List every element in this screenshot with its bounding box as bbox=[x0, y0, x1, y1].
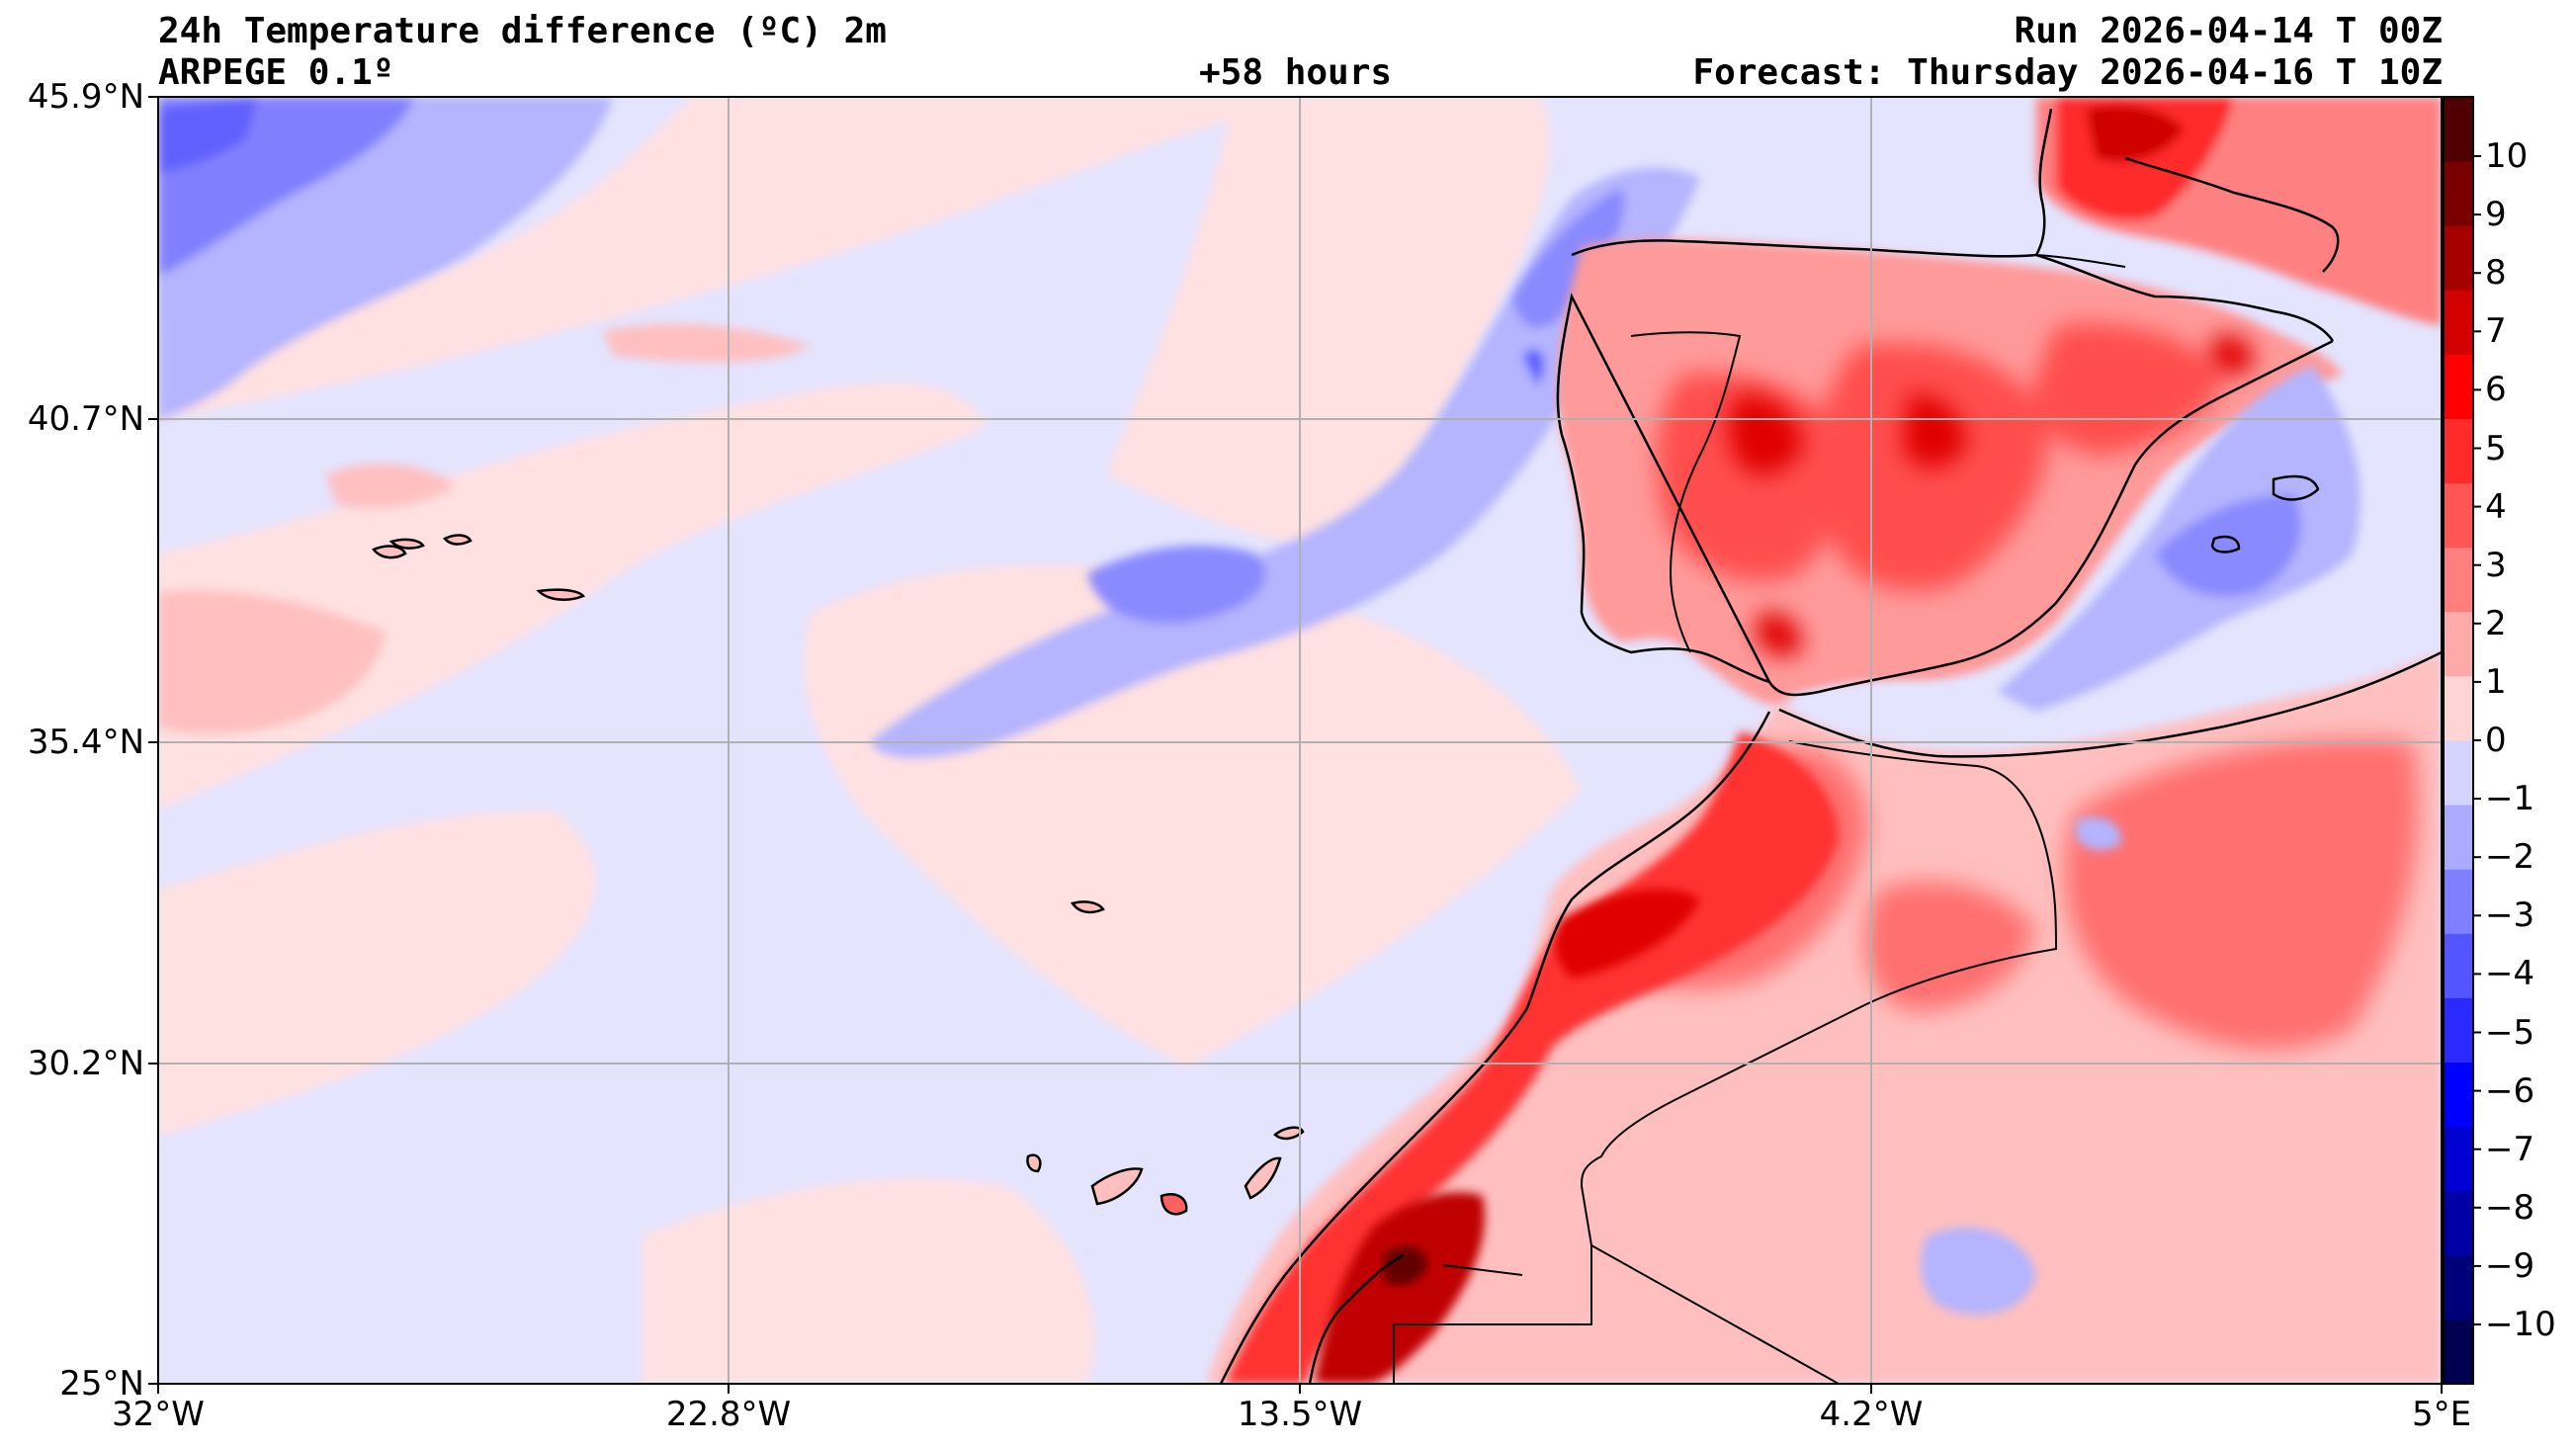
island-canary-4 bbox=[1244, 1156, 1282, 1200]
colorbar-segment bbox=[2444, 1254, 2473, 1320]
colorbar-frame bbox=[2443, 96, 2474, 1385]
lon-label-4-2w: 4.2°W bbox=[1819, 1395, 1924, 1434]
colorbar-segment bbox=[2444, 161, 2473, 226]
colorbar-label: −4 bbox=[2485, 954, 2535, 994]
colorbar-segment bbox=[2444, 869, 2473, 934]
heat-france bbox=[2036, 97, 2442, 326]
colorbar-segment bbox=[2444, 290, 2473, 355]
colorbar-segment bbox=[2444, 418, 2473, 484]
island-canary-1 bbox=[1026, 1153, 1042, 1173]
colorbar-label: −10 bbox=[2485, 1305, 2556, 1344]
colorbar-label: 1 bbox=[2485, 661, 2507, 702]
colorbar-label: 0 bbox=[2485, 721, 2507, 760]
axis-ticks bbox=[148, 96, 2443, 1394]
colorbar-segment bbox=[2444, 997, 2473, 1063]
lon-label-5e: 5°E bbox=[2411, 1395, 2472, 1434]
colorbar-segment bbox=[2444, 1126, 2473, 1192]
colorbar-segment bbox=[2444, 933, 2473, 998]
heat-iberia bbox=[1557, 238, 2343, 707]
island-canary-2 bbox=[1090, 1167, 1144, 1206]
colorbar-segment bbox=[2444, 675, 2473, 741]
colorbar-label: 6 bbox=[2485, 370, 2507, 410]
colorbar-label: 5 bbox=[2485, 428, 2507, 468]
colorbar-label: 3 bbox=[2485, 545, 2507, 585]
colorbar-label: 4 bbox=[2485, 486, 2507, 527]
colorbar-segment bbox=[2444, 1190, 2473, 1256]
colorbar-label: 10 bbox=[2485, 136, 2529, 176]
lon-label-13-5w: 13.5°W bbox=[1237, 1395, 1363, 1434]
lat-label-40-7n: 40.7°N bbox=[27, 399, 144, 439]
lat-label-25n: 25°N bbox=[59, 1364, 144, 1404]
island-azores-3 bbox=[443, 534, 472, 546]
heat-north-africa bbox=[1206, 652, 2442, 1384]
country-borders bbox=[1393, 254, 2126, 1384]
colorbar-label: −2 bbox=[2485, 837, 2535, 878]
colorbar-segment bbox=[2444, 482, 2473, 549]
colorbar-label: 2 bbox=[2485, 603, 2507, 643]
model-name: ARPEGE 0.1º bbox=[158, 52, 394, 93]
colorbar-segment bbox=[2444, 225, 2473, 291]
island-canary-5 bbox=[1273, 1126, 1305, 1141]
colorbar-label: −7 bbox=[2485, 1129, 2535, 1169]
colorbar-label: −5 bbox=[2485, 1012, 2535, 1053]
lead-time: +58 hours bbox=[1199, 52, 1393, 93]
colorbar-segment bbox=[2444, 805, 2473, 870]
colorbar-segment bbox=[2444, 547, 2473, 613]
colorbar-label: −3 bbox=[2485, 895, 2535, 936]
colorbar-segment bbox=[2444, 1062, 2473, 1128]
run-time: Run 2026-04-14 T 00Z bbox=[2014, 11, 2443, 51]
forecast-time: Forecast: Thursday 2026-04-16 T 10Z bbox=[1692, 52, 2443, 93]
colorbar-label: −9 bbox=[2485, 1245, 2535, 1286]
cold-anomaly-mediterranean bbox=[1789, 366, 2361, 732]
colorbar-label: 7 bbox=[2485, 311, 2507, 352]
colorbar-segment bbox=[2444, 740, 2473, 806]
colorbar-label: −8 bbox=[2485, 1187, 2535, 1228]
island-azores-4 bbox=[536, 588, 586, 601]
chart-title: 24h Temperature difference (ºC) 2m bbox=[158, 11, 887, 51]
colorbar-label: −6 bbox=[2485, 1070, 2535, 1111]
colorbar-segment bbox=[2444, 611, 2473, 677]
colorbar-label: 9 bbox=[2485, 195, 2507, 235]
gridlines bbox=[158, 97, 2442, 1384]
colorbar-segment bbox=[2444, 1319, 2473, 1385]
island-azores-1 bbox=[371, 545, 407, 559]
colorbar-segment bbox=[2444, 97, 2473, 162]
lon-label-32w: 32°W bbox=[112, 1395, 205, 1434]
islands bbox=[371, 534, 1305, 1216]
lon-label-22-8w: 22.8°W bbox=[665, 1395, 792, 1434]
map-area bbox=[158, 97, 2442, 1384]
colorbar-label: 8 bbox=[2485, 253, 2507, 294]
cold-anomaly-atlantic-tongue bbox=[870, 167, 1700, 758]
colorbar bbox=[2444, 97, 2481, 1385]
coastlines bbox=[1219, 108, 2442, 1384]
lat-label-45-9n: 45.9°N bbox=[27, 77, 144, 117]
lat-label-35-4n: 35.4°N bbox=[27, 723, 144, 762]
island-madeira bbox=[1070, 900, 1105, 914]
lat-label-30-2n: 30.2°N bbox=[27, 1044, 144, 1083]
cold-anomaly-northwest bbox=[158, 97, 613, 420]
island-azores-2 bbox=[388, 538, 425, 550]
colorbar-segment bbox=[2444, 354, 2473, 419]
island-canary-3 bbox=[1159, 1193, 1188, 1216]
colorbar-label: −1 bbox=[2485, 779, 2535, 819]
